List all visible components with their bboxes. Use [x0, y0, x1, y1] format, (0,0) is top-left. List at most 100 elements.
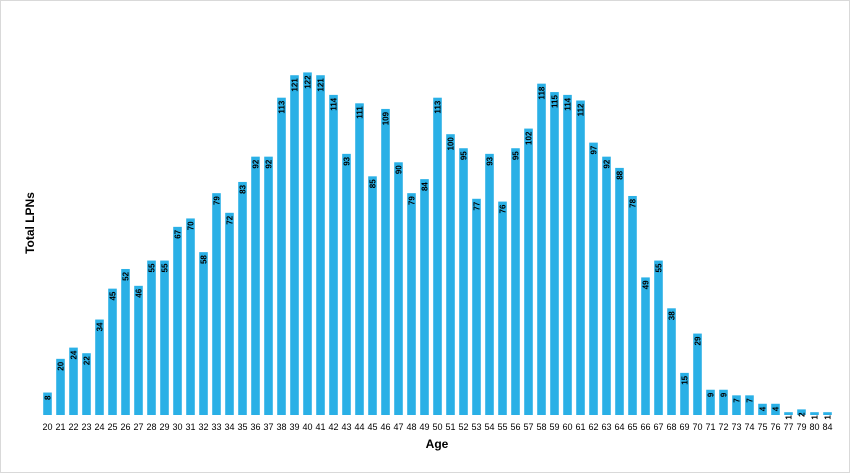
x-tick-label: 75 — [757, 422, 767, 432]
bar-age-29 — [160, 260, 169, 415]
bar-age-23 — [82, 353, 91, 415]
x-tick-label: 20 — [42, 422, 52, 432]
data-label: 72 — [226, 215, 235, 224]
bar-age-46 — [381, 108, 390, 416]
x-tick-label: 80 — [809, 422, 819, 432]
bar-age-76 — [771, 403, 780, 415]
x-tick-label: 59 — [549, 422, 559, 432]
x-tick-label: 35 — [237, 422, 247, 432]
x-tick-label: 34 — [224, 422, 234, 432]
bar-age-52 — [459, 148, 468, 416]
data-label: 4 — [758, 406, 767, 411]
data-label: 77 — [473, 201, 482, 210]
x-tick-label: 39 — [289, 422, 299, 432]
bar-age-75 — [758, 403, 767, 415]
data-label: 84 — [420, 182, 429, 191]
bar-age-34 — [225, 212, 234, 415]
x-tick-label: 62 — [588, 422, 598, 432]
x-tick-label: 25 — [107, 422, 117, 432]
data-label: 113 — [433, 100, 442, 113]
y-axis-label: Total LPNs — [23, 192, 37, 254]
data-label: 93 — [485, 156, 494, 165]
x-tick-label: 42 — [328, 422, 338, 432]
data-label: 9 — [706, 392, 715, 397]
x-tick-label: 58 — [536, 422, 546, 432]
data-label: 9 — [719, 392, 728, 397]
x-tick-label: 23 — [81, 422, 91, 432]
x-tick-label: 72 — [718, 422, 728, 432]
data-label: 88 — [615, 170, 624, 179]
bar-age-69 — [680, 372, 689, 415]
data-label: 102 — [525, 131, 534, 145]
data-label: 113 — [277, 100, 286, 113]
bar-age-43 — [342, 153, 351, 416]
bar-age-57 — [524, 128, 533, 415]
data-label: 118 — [537, 86, 546, 99]
bar-age-59 — [550, 92, 559, 415]
bar-age-26 — [121, 268, 130, 415]
bar-age-68 — [667, 308, 676, 415]
bar-age-25 — [108, 288, 117, 415]
bar-age-30 — [173, 226, 182, 415]
data-label: 34 — [95, 322, 104, 331]
x-tick-label: 27 — [133, 422, 143, 432]
data-label: 92 — [265, 159, 274, 168]
bar-age-80 — [810, 412, 819, 415]
x-tick-label: 51 — [445, 422, 455, 432]
bar-age-40 — [303, 72, 312, 416]
x-tick-label: 56 — [510, 422, 520, 432]
data-label: 58 — [199, 255, 208, 264]
x-tick-label: 55 — [497, 422, 507, 432]
data-label: 7 — [733, 398, 742, 403]
bar-age-32 — [199, 252, 208, 415]
x-tick-label: 43 — [341, 422, 351, 432]
x-tick-label: 63 — [601, 422, 611, 432]
data-label: 20 — [57, 361, 66, 370]
data-label: 111 — [356, 106, 365, 119]
x-tick-label: 21 — [55, 422, 65, 432]
data-label: 78 — [628, 198, 637, 207]
x-tick-label: 67 — [653, 422, 663, 432]
bar-age-35 — [238, 181, 247, 415]
bar-age-51 — [446, 134, 455, 415]
x-tick-label: 30 — [172, 422, 182, 432]
bar-age-77 — [784, 412, 793, 415]
data-label: 97 — [590, 145, 599, 154]
bar-age-56 — [511, 148, 520, 416]
data-label: 1 — [824, 415, 833, 420]
x-tick-label: 64 — [614, 422, 624, 432]
data-label: 4 — [771, 406, 780, 411]
x-tick-label: 40 — [302, 422, 312, 432]
x-tick-label: 77 — [783, 422, 793, 432]
bar-age-36 — [251, 156, 260, 415]
data-label: 83 — [238, 184, 247, 193]
bar-age-55 — [498, 201, 507, 415]
x-tick-label: 84 — [822, 422, 832, 432]
data-label: 55 — [655, 263, 664, 272]
x-tick-label: 60 — [562, 422, 572, 432]
data-label: 92 — [252, 159, 261, 168]
data-label: 67 — [174, 229, 183, 238]
data-label: 79 — [407, 196, 416, 205]
bar-age-71 — [706, 389, 715, 415]
data-label: 55 — [148, 263, 157, 272]
bar-age-48 — [407, 193, 416, 415]
bar-age-84 — [823, 412, 832, 415]
x-tick-label: 38 — [276, 422, 286, 432]
data-label: 15 — [681, 375, 690, 384]
x-tick-label: 24 — [94, 422, 104, 432]
x-tick-label: 66 — [640, 422, 650, 432]
bar-age-66 — [641, 277, 650, 415]
x-tick-label: 49 — [419, 422, 429, 432]
data-label: 8 — [43, 395, 52, 400]
bar-age-42 — [329, 94, 338, 415]
bar-age-38 — [277, 97, 286, 415]
data-label: 76 — [499, 204, 508, 213]
bar-age-74 — [745, 395, 754, 415]
x-tick-label: 68 — [666, 422, 676, 432]
data-label: 29 — [693, 336, 702, 345]
bar-age-62 — [589, 142, 598, 415]
